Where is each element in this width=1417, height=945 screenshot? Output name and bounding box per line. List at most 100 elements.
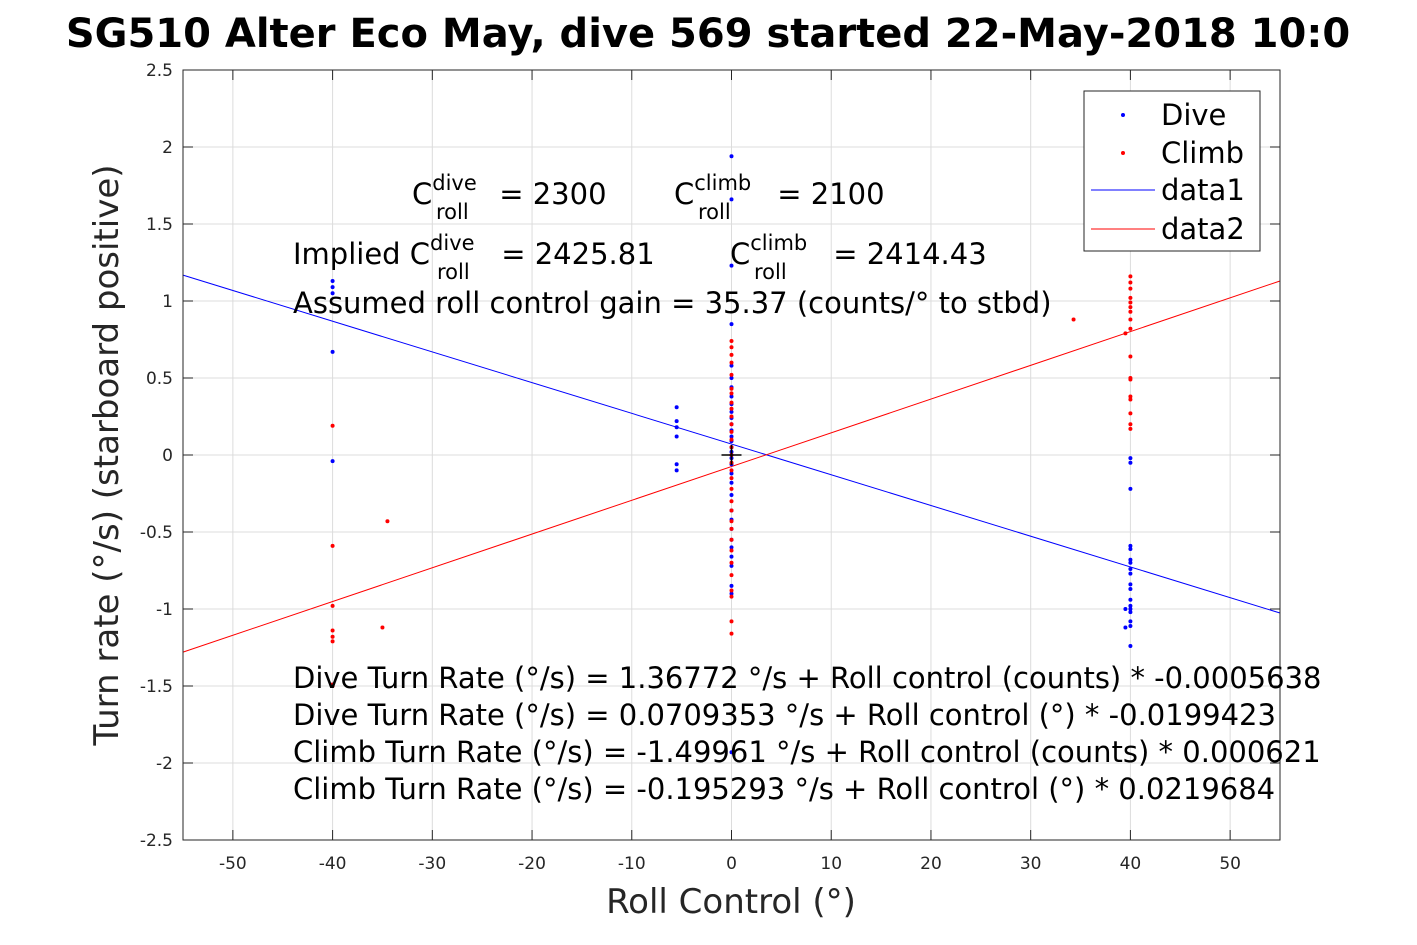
dive-point [729, 554, 734, 559]
dive-point [1128, 543, 1133, 548]
x-tick-label: 20 [920, 854, 942, 874]
climb-point [729, 548, 734, 553]
climb-point [1128, 422, 1133, 427]
climb-point [729, 345, 734, 350]
dive-point [674, 468, 679, 473]
dive-point [1128, 557, 1133, 562]
fit-lines [182, 274, 1281, 653]
y-axis-label: Turn rate (°/s) (starboard positive) [87, 164, 127, 746]
climb-point [1128, 317, 1133, 322]
climb-point [330, 639, 335, 644]
y-tick-label: 0.5 [146, 369, 173, 389]
dive-point [1128, 582, 1133, 587]
dive-point [674, 425, 679, 430]
c-roll-dive-base: C [412, 177, 432, 211]
c-roll-dive-value: = 2300 [490, 177, 607, 211]
legend-climb-label: Climb [1161, 136, 1244, 170]
origin-marker [721, 445, 742, 465]
climb-point [1128, 326, 1133, 331]
climb-point [729, 588, 734, 593]
implied-climb-sup: climb [750, 231, 807, 255]
c-roll-dive-sub: roll [436, 200, 469, 224]
dive-point [729, 480, 734, 485]
dive-point [729, 563, 734, 568]
dive-point [1128, 586, 1133, 591]
climb-point [729, 631, 734, 636]
dive-point [1123, 607, 1128, 611]
c-roll-dive-sup: dive [432, 171, 477, 195]
climb-point [330, 543, 335, 548]
climb-point [729, 508, 734, 513]
climb-point [729, 391, 734, 396]
legend-climb-swatch [1121, 151, 1125, 155]
climb-point [380, 625, 385, 630]
climb-point [1128, 411, 1133, 416]
climb-point [330, 628, 335, 633]
climb-point [729, 499, 734, 504]
climb-point [1128, 377, 1133, 382]
climb-point [729, 406, 734, 411]
climb-point [1128, 397, 1133, 402]
climb-point [330, 684, 335, 688]
implied-dive-sup: dive [430, 231, 475, 255]
climb-point [1128, 354, 1133, 359]
dive-point [729, 750, 734, 755]
y-tick-label: 1.5 [146, 215, 173, 235]
dive-point [729, 591, 734, 596]
dive-point [1128, 546, 1133, 551]
x-tick-label: 50 [1219, 854, 1241, 874]
dive-point [330, 459, 335, 464]
climb-point [1128, 426, 1133, 431]
climb-point [729, 372, 734, 377]
climb-point [729, 537, 734, 542]
data-points [330, 154, 1133, 755]
climb-point [330, 634, 335, 639]
climb-point [729, 519, 734, 524]
dive-point [1128, 571, 1133, 576]
y-tick-label: 0 [162, 446, 173, 466]
climb-point [1128, 286, 1133, 291]
dive-point [1128, 560, 1133, 565]
dive-point [330, 278, 335, 283]
climb-point [1128, 300, 1133, 305]
dive-point [1128, 610, 1133, 615]
y-tick-label: 2 [162, 138, 173, 158]
c-roll-climb-sup: climb [694, 171, 751, 195]
equation-3: Climb Turn Rate (°/s) = -1.49961 °/s + R… [293, 735, 1321, 769]
dive-point [729, 493, 734, 498]
axis-ticks: -50 -40 -30 -20 -10 0 10 20 30 40 50-2.5-2-1.5-1-0… [140, 61, 1280, 874]
implied-climb-value: = 2414.43 [824, 237, 987, 271]
climb-point [385, 519, 390, 524]
dive-point [330, 285, 335, 290]
dive-point [1128, 566, 1133, 571]
dive-point [674, 434, 679, 439]
climb-point [1128, 280, 1133, 285]
dive-point [729, 363, 734, 368]
dive-point [330, 349, 335, 354]
implied-dive-sub: roll [437, 260, 470, 284]
climb-point [1128, 309, 1133, 314]
data1-fit-line [182, 274, 1281, 614]
implied-dive-annotation: Implied Cdive roll = 2425.81 [293, 231, 655, 284]
c-roll-climb-annotation: Cclimb roll = 2100 [674, 171, 885, 224]
legend-dive-swatch [1121, 113, 1125, 117]
y-tick-label: -1.5 [140, 677, 173, 697]
climb-point [729, 619, 734, 624]
climb-point [729, 386, 734, 391]
dive-point [1128, 643, 1133, 648]
dive-point [729, 154, 734, 159]
data2-fit-line [182, 280, 1281, 653]
x-tick-label: 10 [820, 854, 842, 874]
chart-title: SG510 Alter Eco May, dive 569 started 22… [66, 11, 1350, 57]
climb-point [1128, 295, 1133, 300]
climb-point [729, 594, 734, 599]
dive-point [729, 471, 734, 476]
climb-point [1128, 305, 1133, 310]
dive-point [674, 419, 679, 424]
y-tick-label: 1 [162, 292, 173, 312]
legend-dive-label: Dive [1161, 98, 1226, 132]
c-roll-climb-base: C [674, 177, 694, 211]
implied-dive-value: = 2425.81 [492, 237, 655, 271]
climb-point [729, 573, 734, 578]
